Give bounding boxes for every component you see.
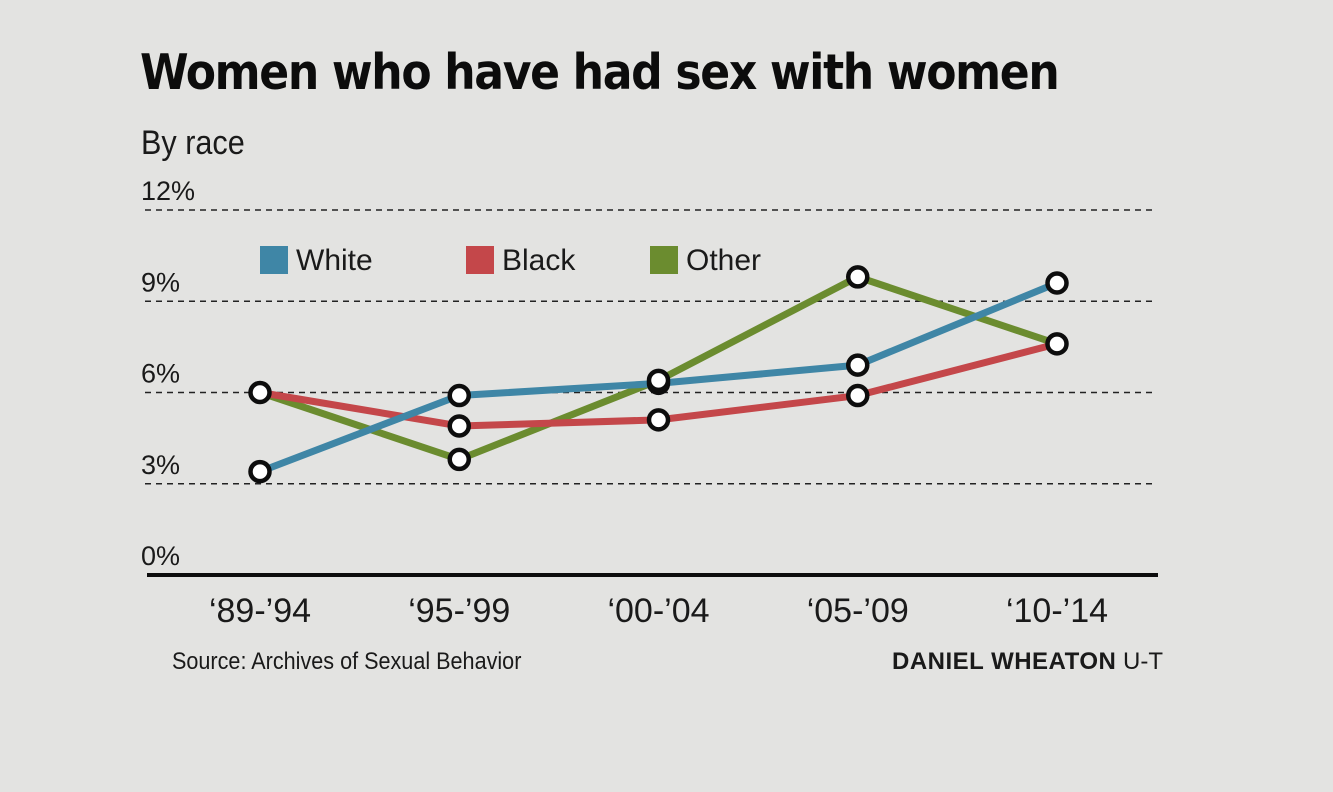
series-line-other <box>256 273 1061 463</box>
x-tick-label: ‘00-’04 <box>607 592 709 630</box>
credit-org: U-T <box>1123 648 1163 675</box>
data-point-other <box>846 265 870 289</box>
data-point-white <box>846 353 870 377</box>
data-point-other <box>447 447 471 472</box>
data-point-black <box>646 408 671 432</box>
data-point-other <box>646 368 671 393</box>
credit-line: DANIEL WHEATON U-T <box>892 648 1163 676</box>
y-tick-label: 12% <box>141 176 195 206</box>
legend-swatch-white <box>260 246 288 274</box>
legend-label-other: Other <box>686 244 761 277</box>
legend-label-black: Black <box>502 244 576 277</box>
data-point-white <box>447 383 471 408</box>
data-point-black <box>248 380 272 405</box>
y-tick-label: 0% <box>141 541 180 571</box>
x-tick-label: ‘05-’09 <box>807 592 909 630</box>
chart-title: Women who have had sex with women <box>140 44 1060 101</box>
legend-label-white: White <box>296 244 373 277</box>
y-tick-label: 3% <box>141 450 180 480</box>
x-tick-label: ‘10-’14 <box>1006 592 1108 630</box>
data-point-black <box>1045 332 1069 356</box>
x-tick-label: ‘95-’99 <box>408 592 510 630</box>
legend-swatch-black <box>466 246 494 274</box>
credit-name: DANIEL WHEATON <box>892 648 1117 675</box>
y-tick-label: 6% <box>141 359 180 389</box>
data-point-black <box>447 414 471 438</box>
y-tick-label: 9% <box>141 267 180 297</box>
x-tick-label: ‘89-’94 <box>209 592 311 630</box>
legend-swatch-other <box>650 246 678 274</box>
data-point-black <box>846 383 870 408</box>
source-note: Source: Archives of Sexual Behavior <box>172 648 522 675</box>
data-point-white <box>1045 271 1069 295</box>
data-point-white <box>248 459 272 484</box>
chart-subtitle: By race <box>141 124 245 162</box>
